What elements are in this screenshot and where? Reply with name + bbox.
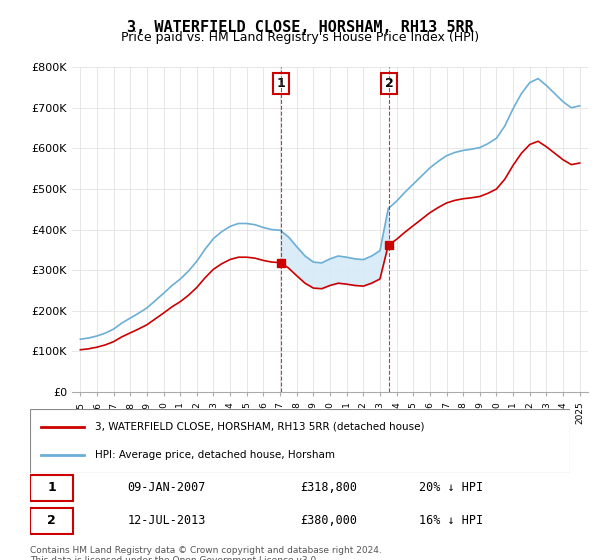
Text: 2: 2: [47, 514, 56, 527]
Text: 16% ↓ HPI: 16% ↓ HPI: [419, 514, 483, 527]
FancyBboxPatch shape: [30, 475, 73, 501]
Text: Contains HM Land Registry data © Crown copyright and database right 2024.
This d: Contains HM Land Registry data © Crown c…: [30, 546, 382, 560]
Text: 3, WATERFIELD CLOSE, HORSHAM, RH13 5RR (detached house): 3, WATERFIELD CLOSE, HORSHAM, RH13 5RR (…: [95, 422, 424, 432]
Text: HPI: Average price, detached house, Horsham: HPI: Average price, detached house, Hors…: [95, 450, 335, 460]
Text: 1: 1: [47, 482, 56, 494]
FancyBboxPatch shape: [30, 409, 570, 473]
Text: 12-JUL-2013: 12-JUL-2013: [127, 514, 206, 527]
Text: Price paid vs. HM Land Registry's House Price Index (HPI): Price paid vs. HM Land Registry's House …: [121, 31, 479, 44]
Text: £380,000: £380,000: [300, 514, 357, 527]
FancyBboxPatch shape: [30, 508, 73, 534]
Text: 1: 1: [277, 77, 285, 90]
Text: 2: 2: [385, 77, 393, 90]
Text: 20% ↓ HPI: 20% ↓ HPI: [419, 482, 483, 494]
Text: 3, WATERFIELD CLOSE, HORSHAM, RH13 5RR: 3, WATERFIELD CLOSE, HORSHAM, RH13 5RR: [127, 20, 473, 35]
Text: 09-JAN-2007: 09-JAN-2007: [127, 482, 206, 494]
Text: £318,800: £318,800: [300, 482, 357, 494]
